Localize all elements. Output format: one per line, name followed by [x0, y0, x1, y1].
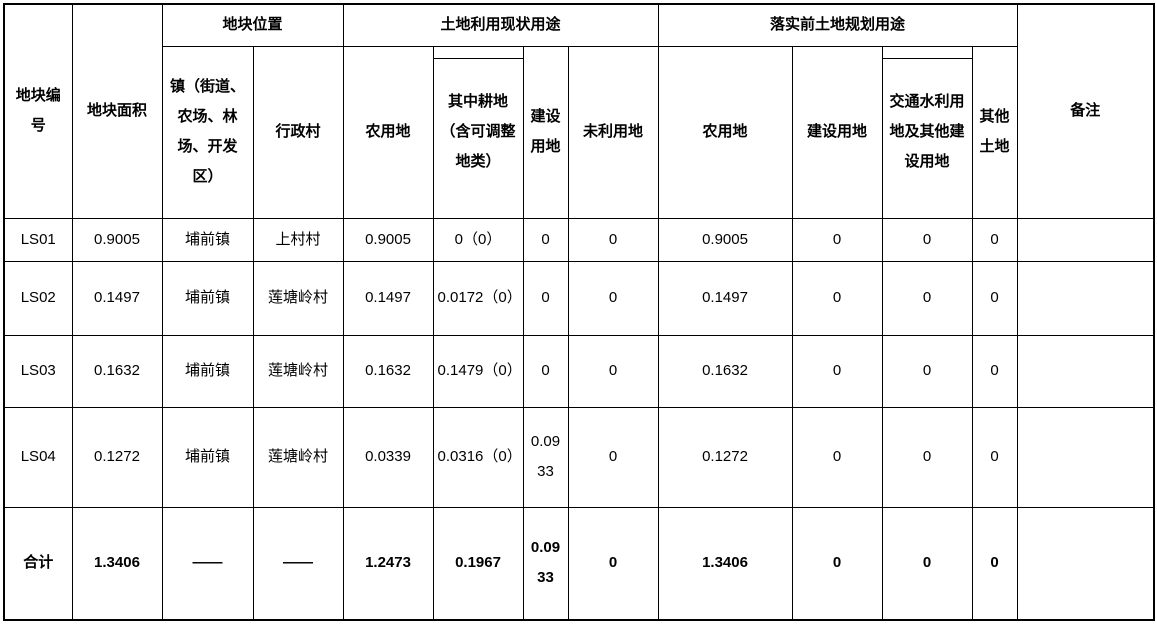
cell-current-farmland: 1.2473	[342, 506, 434, 621]
cell-planned-transport: 0	[881, 406, 973, 508]
cell-plot-area: 0.1632	[71, 334, 163, 408]
cell-town: ——	[161, 506, 254, 621]
cell-current-farmland: 0.0339	[342, 406, 434, 508]
cell-village: ——	[252, 506, 344, 621]
cell-planned-construction: 0	[791, 260, 883, 336]
cell-current-unused: 0	[567, 334, 659, 408]
table-row: LS01 0.9005 埔前镇 上村村 0.9005 0（0） 0 0 0.90…	[3, 217, 1155, 262]
cell-current-construction: 0.0933	[522, 406, 569, 508]
cell-remarks	[1016, 506, 1155, 621]
cell-current-construction: 0	[522, 260, 569, 336]
cell-village: 莲塘岭村	[252, 406, 344, 508]
cell-planned-other: 0	[971, 406, 1018, 508]
cell-planned-construction: 0	[791, 217, 883, 262]
cell-current-cultivated: 0（0）	[432, 217, 524, 262]
land-use-table: 地块编号 地块面积 地块位置 土地利用现状用途 落实前土地规划用途 备注 镇（街…	[3, 3, 1156, 621]
cell-village: 上村村	[252, 217, 344, 262]
header-planned-construction: 建设用地	[791, 45, 883, 219]
cell-plot-area: 0.9005	[71, 217, 163, 262]
cell-current-unused: 0	[567, 260, 659, 336]
header-current-cultivated-label: 其中耕地（含可调整地类）	[440, 93, 516, 170]
cell-plot-id: LS03	[3, 334, 73, 408]
header-current-construction: 建设用地	[522, 45, 569, 219]
header-current-cultivated: 其中耕地（含可调整地类）	[432, 45, 524, 219]
cell-plot-id: LS01	[3, 217, 73, 262]
cell-town: 埔前镇	[161, 406, 254, 508]
cell-current-farmland: 0.1632	[342, 334, 434, 408]
cell-current-construction: 0.0933	[522, 506, 569, 621]
cell-planned-transport: 0	[881, 334, 973, 408]
cell-planned-other: 0	[971, 334, 1018, 408]
cell-current-cultivated: 0.0316（0）	[432, 406, 524, 508]
cell-total-label: 合计	[3, 506, 73, 621]
cell-current-unused: 0	[567, 217, 659, 262]
header-planned-group: 落实前土地规划用途	[657, 3, 1018, 47]
cell-planned-construction: 0	[791, 506, 883, 621]
header-remarks: 备注	[1016, 3, 1155, 219]
cell-current-unused: 0	[567, 406, 659, 508]
cell-planned-farmland: 1.3406	[657, 506, 793, 621]
merged-cell-artifact	[434, 47, 523, 59]
cell-plot-area: 1.3406	[71, 506, 163, 621]
cell-current-cultivated: 0.0172（0）	[432, 260, 524, 336]
cell-remarks	[1016, 217, 1155, 262]
cell-village: 莲塘岭村	[252, 334, 344, 408]
header-plot-area: 地块面积	[71, 3, 163, 219]
cell-planned-construction: 0	[791, 334, 883, 408]
cell-remarks	[1016, 260, 1155, 336]
merged-cell-artifact	[883, 47, 972, 59]
header-plot-id: 地块编号	[3, 3, 73, 219]
cell-remarks	[1016, 334, 1155, 408]
header-town: 镇（街道、农场、林场、开发区）	[161, 45, 254, 219]
cell-current-construction: 0	[522, 217, 569, 262]
header-current-unused: 未利用地	[567, 45, 659, 219]
cell-planned-farmland: 0.1632	[657, 334, 793, 408]
cell-planned-other: 0	[971, 506, 1018, 621]
cell-plot-area: 0.1497	[71, 260, 163, 336]
cell-planned-other: 0	[971, 217, 1018, 262]
table-row: LS04 0.1272 埔前镇 莲塘岭村 0.0339 0.0316（0） 0.…	[3, 406, 1155, 508]
cell-plot-id: LS04	[3, 406, 73, 508]
cell-village: 莲塘岭村	[252, 260, 344, 336]
table-row: LS02 0.1497 埔前镇 莲塘岭村 0.1497 0.0172（0） 0 …	[3, 260, 1155, 336]
header-planned-other: 其他土地	[971, 45, 1018, 219]
header-location-group: 地块位置	[161, 3, 344, 47]
table-row-total: 合计 1.3406 —— —— 1.2473 0.1967 0.0933 0 1…	[3, 506, 1155, 621]
header-planned-transport-label: 交通水利用地及其他建设用地	[889, 93, 965, 170]
cell-town: 埔前镇	[161, 217, 254, 262]
cell-planned-farmland: 0.1497	[657, 260, 793, 336]
cell-plot-area: 0.1272	[71, 406, 163, 508]
header-current-use-group: 土地利用现状用途	[342, 3, 659, 47]
cell-planned-transport: 0	[881, 506, 973, 621]
header-current-farmland: 农用地	[342, 45, 434, 219]
cell-planned-farmland: 0.9005	[657, 217, 793, 262]
cell-planned-transport: 0	[881, 217, 973, 262]
table-row: LS03 0.1632 埔前镇 莲塘岭村 0.1632 0.1479（0） 0 …	[3, 334, 1155, 408]
cell-planned-farmland: 0.1272	[657, 406, 793, 508]
header-planned-transport: 交通水利用地及其他建设用地	[881, 45, 973, 219]
cell-town: 埔前镇	[161, 334, 254, 408]
cell-current-construction: 0	[522, 334, 569, 408]
cell-current-cultivated: 0.1967	[432, 506, 524, 621]
cell-planned-other: 0	[971, 260, 1018, 336]
cell-planned-construction: 0	[791, 406, 883, 508]
cell-remarks	[1016, 406, 1155, 508]
header-village: 行政村	[252, 45, 344, 219]
cell-current-cultivated: 0.1479（0）	[432, 334, 524, 408]
cell-town: 埔前镇	[161, 260, 254, 336]
header-planned-farmland: 农用地	[657, 45, 793, 219]
cell-plot-id: LS02	[3, 260, 73, 336]
cell-current-unused: 0	[567, 506, 659, 621]
cell-current-farmland: 0.9005	[342, 217, 434, 262]
cell-planned-transport: 0	[881, 260, 973, 336]
cell-current-farmland: 0.1497	[342, 260, 434, 336]
